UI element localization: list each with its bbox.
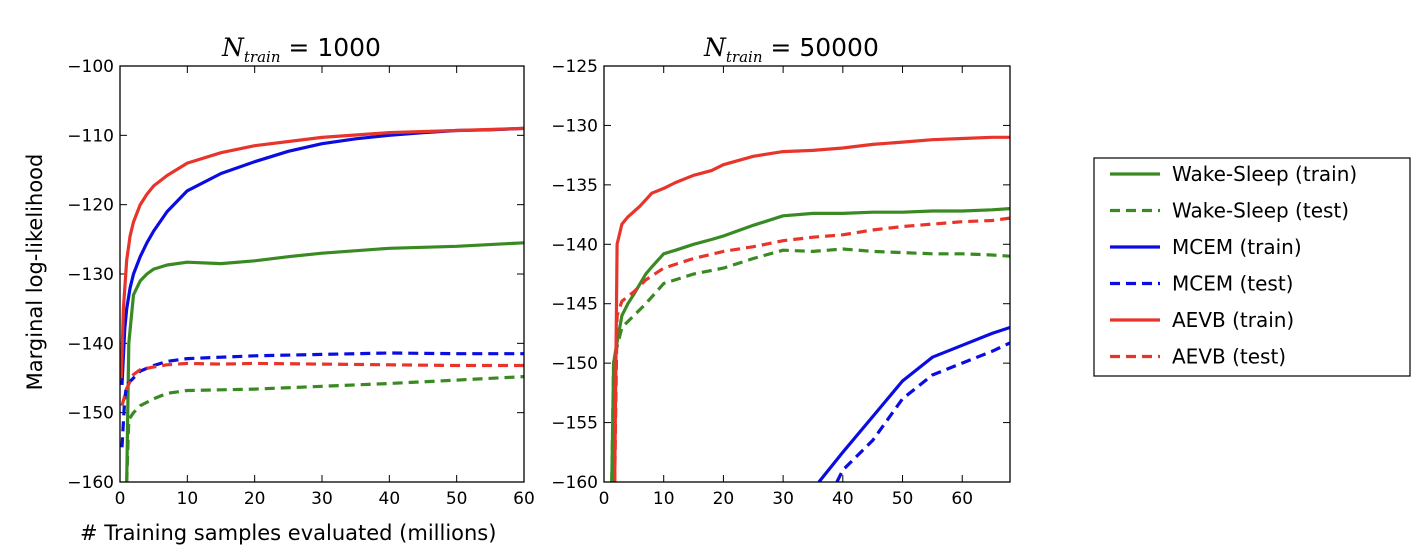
y-tick-label: −120 bbox=[67, 196, 114, 216]
x-tick-label: 60 bbox=[951, 489, 973, 509]
y-axis-label: Marginal log-likelihood bbox=[23, 154, 47, 391]
x-tick-label: 50 bbox=[892, 489, 914, 509]
title-sub: train bbox=[244, 48, 281, 66]
y-tick-label: −125 bbox=[551, 57, 598, 77]
x-tick-label: 50 bbox=[446, 489, 468, 509]
title-rest: = 1000 bbox=[280, 33, 380, 62]
x-tick-label: 40 bbox=[379, 489, 401, 509]
series-mcem-test bbox=[835, 341, 1010, 482]
title-var: N bbox=[221, 33, 245, 62]
title-sub: train bbox=[726, 48, 763, 66]
panel-title-50000: Ntrain = 50000 bbox=[703, 33, 879, 66]
x-tick-label: 60 bbox=[513, 489, 535, 509]
x-tick-label: 30 bbox=[311, 489, 333, 509]
panel-50000-ticks: 0 10 20 30 40 50 60 −160 −155 −150 −145 −140 −135 −13… bbox=[551, 57, 1010, 509]
x-tick-label: 40 bbox=[832, 489, 854, 509]
y-tick-label: −150 bbox=[551, 354, 598, 374]
x-tick-label: 20 bbox=[713, 489, 735, 509]
title-var: N bbox=[703, 33, 727, 62]
series-aevb-train bbox=[120, 126, 524, 379]
legend-frame bbox=[1093, 157, 1411, 377]
legend-label-mcem-train: MCEM (train) bbox=[1172, 235, 1302, 259]
series-aevb-test bbox=[613, 216, 1010, 482]
x-tick-label: 10 bbox=[177, 489, 199, 509]
series-mcem-test bbox=[120, 351, 524, 448]
legend-label-wake-sleep-train: Wake-Sleep (train) bbox=[1172, 162, 1357, 186]
x-tick-label: 10 bbox=[653, 489, 675, 509]
panel-ntrain-50000: Ntrain = 50000 0 10 20 30 40 50 60 −160 −155 −150… bbox=[551, 33, 1011, 509]
panel-1000-frame bbox=[119, 65, 525, 483]
y-tick-label: −145 bbox=[551, 295, 598, 315]
y-tick-label: −130 bbox=[67, 265, 114, 285]
series-wake-sleep-train bbox=[125, 241, 524, 482]
y-tick-label: −155 bbox=[551, 414, 598, 434]
series-wake-sleep-test bbox=[610, 247, 1010, 482]
series-mcem-train bbox=[817, 325, 1010, 482]
x-tick-label: 20 bbox=[244, 489, 266, 509]
y-tick-label: −135 bbox=[551, 176, 598, 196]
y-tick-label: −140 bbox=[551, 235, 598, 255]
y-tick-label: −160 bbox=[551, 473, 598, 493]
panel-50000-series bbox=[610, 135, 1010, 482]
panel-title-1000: Ntrain = 1000 bbox=[221, 33, 381, 66]
legend-label-mcem-test: MCEM (test) bbox=[1172, 272, 1293, 296]
x-tick-label: 0 bbox=[599, 489, 610, 509]
series-aevb-train bbox=[613, 135, 1010, 482]
panel-1000-series bbox=[120, 126, 524, 482]
panel-1000-ticks: 0 10 20 30 40 50 60 −160 −150 −140 −130 −120 −110 −10… bbox=[67, 57, 535, 509]
series-wake-sleep-test bbox=[125, 375, 524, 482]
title-rest: = 50000 bbox=[762, 33, 878, 62]
x-axis-label: # Training samples evaluated (millions) bbox=[80, 521, 496, 545]
y-tick-label: −100 bbox=[67, 57, 114, 77]
legend-label-aevb-train: AEVB (train) bbox=[1172, 308, 1294, 332]
y-tick-label: −160 bbox=[67, 473, 114, 493]
panel-50000-frame bbox=[603, 65, 1011, 483]
series-aevb-test bbox=[120, 361, 524, 407]
series-wake-sleep-train bbox=[610, 207, 1010, 482]
legend: Wake-Sleep (train) Wake-Sleep (test) MCEM … bbox=[1093, 157, 1411, 377]
legend-label-aevb-test: AEVB (test) bbox=[1172, 345, 1286, 369]
y-tick-label: −140 bbox=[67, 334, 114, 354]
y-tick-label: −110 bbox=[67, 126, 114, 146]
y-tick-label: −150 bbox=[67, 404, 114, 424]
panel-ntrain-1000: Ntrain = 1000 0 10 20 30 40 50 60 −160 −150 −140 −… bbox=[67, 33, 535, 509]
legend-items: Wake-Sleep (train) Wake-Sleep (test) MCEM … bbox=[1110, 162, 1357, 369]
y-tick-label: −130 bbox=[551, 116, 598, 136]
x-tick-label: 30 bbox=[772, 489, 794, 509]
legend-label-wake-sleep-test: Wake-Sleep (test) bbox=[1172, 199, 1349, 223]
x-tick-label: 0 bbox=[115, 489, 126, 509]
